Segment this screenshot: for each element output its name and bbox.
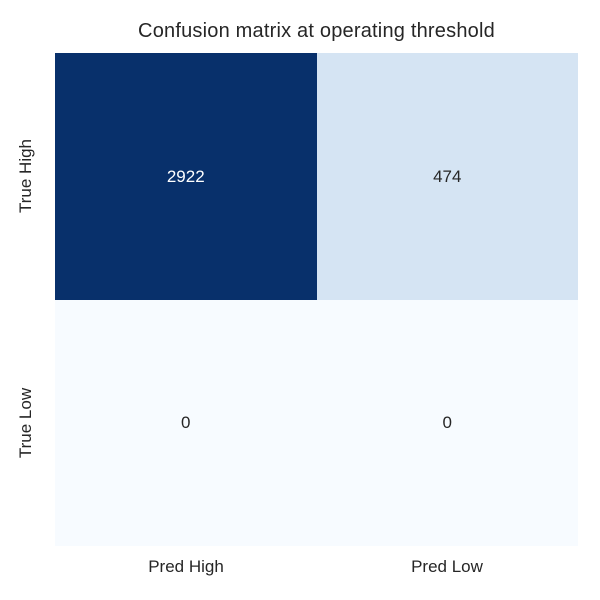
matrix-cell-true-high-pred-high: 2922 xyxy=(55,53,317,300)
x-axis-tick-pred-high: Pred High xyxy=(148,557,224,576)
y-axis-tick-true-low: True Low xyxy=(16,387,35,459)
chart-title: Confusion matrix at operating threshold xyxy=(138,20,495,42)
matrix-cell-true-low-pred-low: 0 xyxy=(316,299,578,546)
matrix-cell-true-high-pred-low: 474 xyxy=(316,53,578,300)
heatmap-grid: 2922 474 0 0 xyxy=(55,53,578,546)
matrix-cell-true-low-pred-high: 0 xyxy=(55,299,317,546)
x-axis-tick-pred-low: Pred Low xyxy=(411,557,483,576)
y-axis-tick-true-high: True High xyxy=(16,138,35,214)
